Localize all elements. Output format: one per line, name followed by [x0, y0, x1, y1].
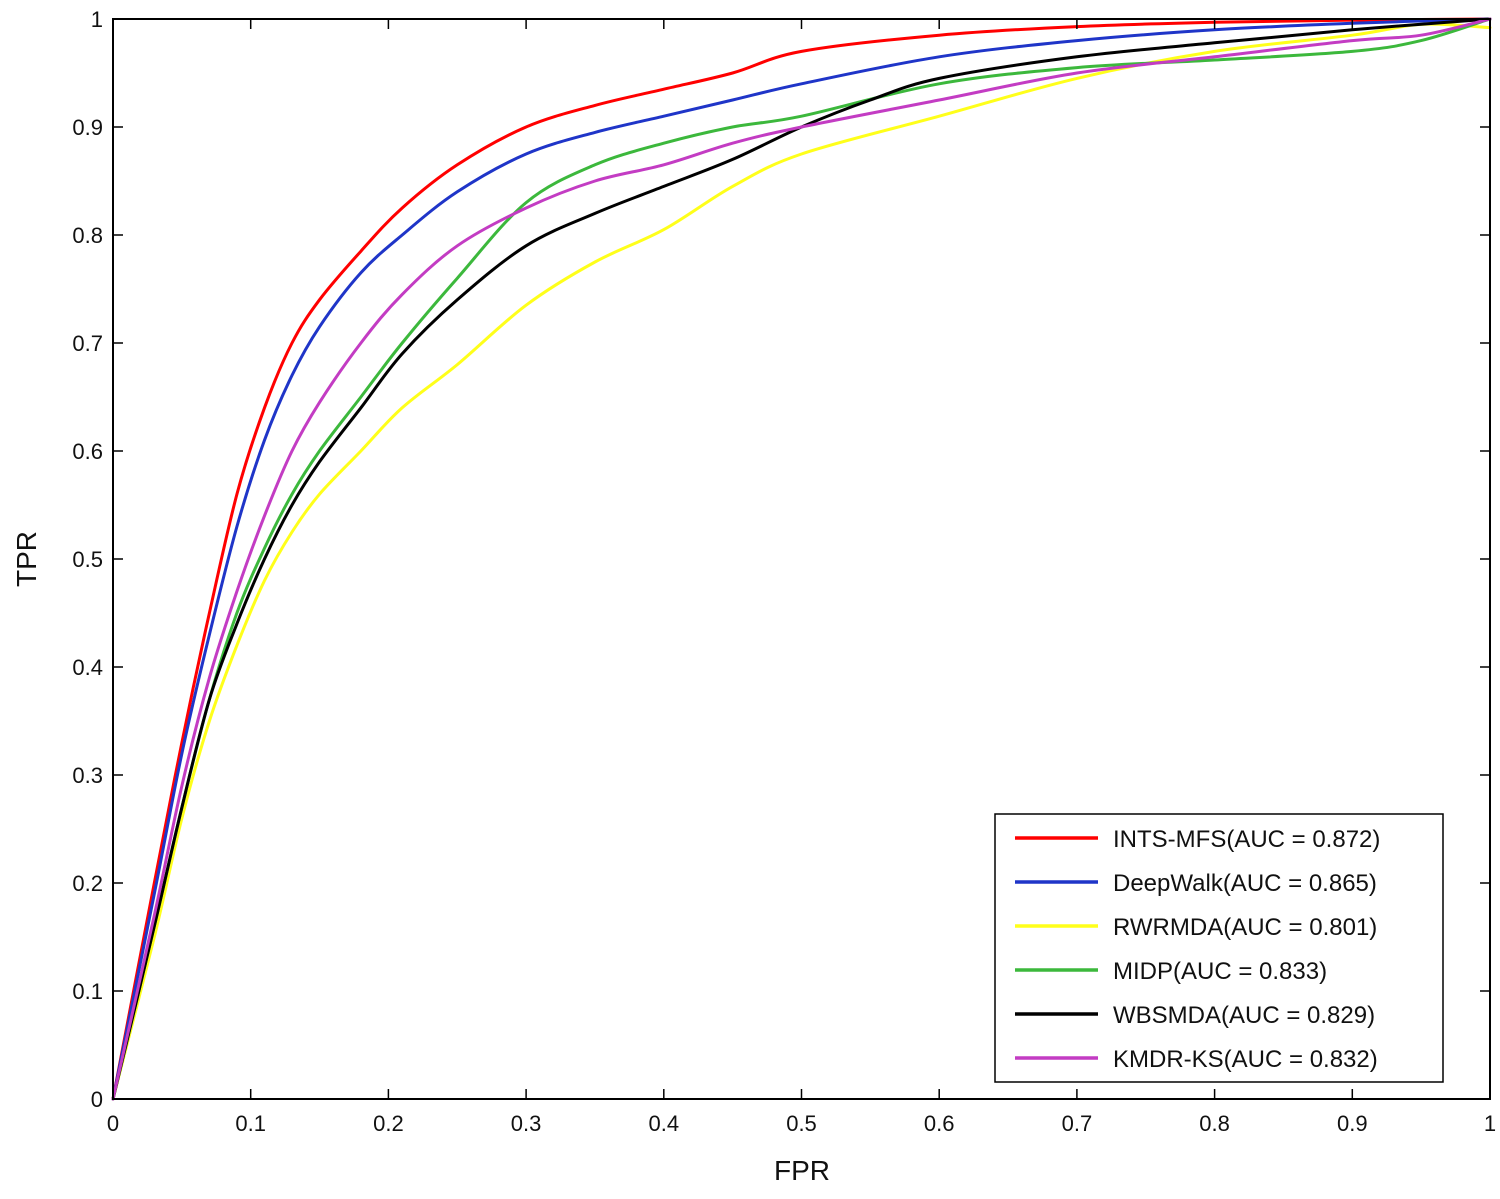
y-tick-label: 0.4	[72, 655, 103, 680]
y-axis-label: TPR	[11, 531, 42, 587]
legend-label-1: DeepWalk(AUC = 0.865)	[1113, 870, 1377, 897]
y-tick-label: 0.1	[72, 979, 103, 1004]
x-tick-label: 0.1	[235, 1111, 266, 1136]
series-line-5	[111, 17, 1492, 1101]
y-tick-label: 0.5	[72, 547, 103, 572]
series-line-4	[111, 17, 1492, 1101]
legend-label-5: KMDR-KS(AUC = 0.832)	[1113, 1046, 1378, 1073]
series-layer	[111, 17, 1492, 1101]
legend-label-4: WBSMDA(AUC = 0.829)	[1113, 1002, 1375, 1029]
x-tick-label: 0.6	[924, 1111, 955, 1136]
x-tick-label: 0.5	[786, 1111, 817, 1136]
y-tick-label: 0.6	[72, 439, 103, 464]
x-tick-label: 0.2	[373, 1111, 404, 1136]
x-tick-label: 0.8	[1199, 1111, 1230, 1136]
tick-layer: 0 0.1 0.2 0.3 0.4 0.5 0.6 0.7 0.8 0.9 1 0 0.1 0.2 0.3 0…	[72, 7, 1496, 1136]
y-tick-label: 1	[91, 7, 103, 32]
series-line-2	[111, 22, 1492, 1101]
legend-label-3: MIDP(AUC = 0.833)	[1113, 958, 1327, 985]
legend-label-2: RWRMDA(AUC = 0.801)	[1113, 914, 1377, 941]
y-tick-label: 0.2	[72, 871, 103, 896]
y-tick-label: 0	[91, 1087, 103, 1112]
legend: INTS-MFS(AUC = 0.872) DeepWalk(AUC = 0.86…	[994, 813, 1444, 1083]
y-tick-label: 0.9	[72, 115, 103, 140]
y-tick-label: 0.7	[72, 331, 103, 356]
series-line-1	[111, 17, 1492, 1101]
x-tick-label: 1	[1484, 1111, 1496, 1136]
legend-box	[994, 813, 1444, 1083]
x-tick-label: 0	[107, 1111, 119, 1136]
y-tick-label: 0.8	[72, 223, 103, 248]
legend-label-0: INTS-MFS(AUC = 0.872)	[1113, 826, 1380, 853]
x-tick-label: 0.7	[1062, 1111, 1093, 1136]
x-tick-label: 0.3	[511, 1111, 542, 1136]
x-tick-label: 0.9	[1337, 1111, 1368, 1136]
x-axis-label: FPR	[774, 1155, 830, 1186]
y-tick-label: 0.3	[72, 763, 103, 788]
x-tick-label: 0.4	[649, 1111, 680, 1136]
